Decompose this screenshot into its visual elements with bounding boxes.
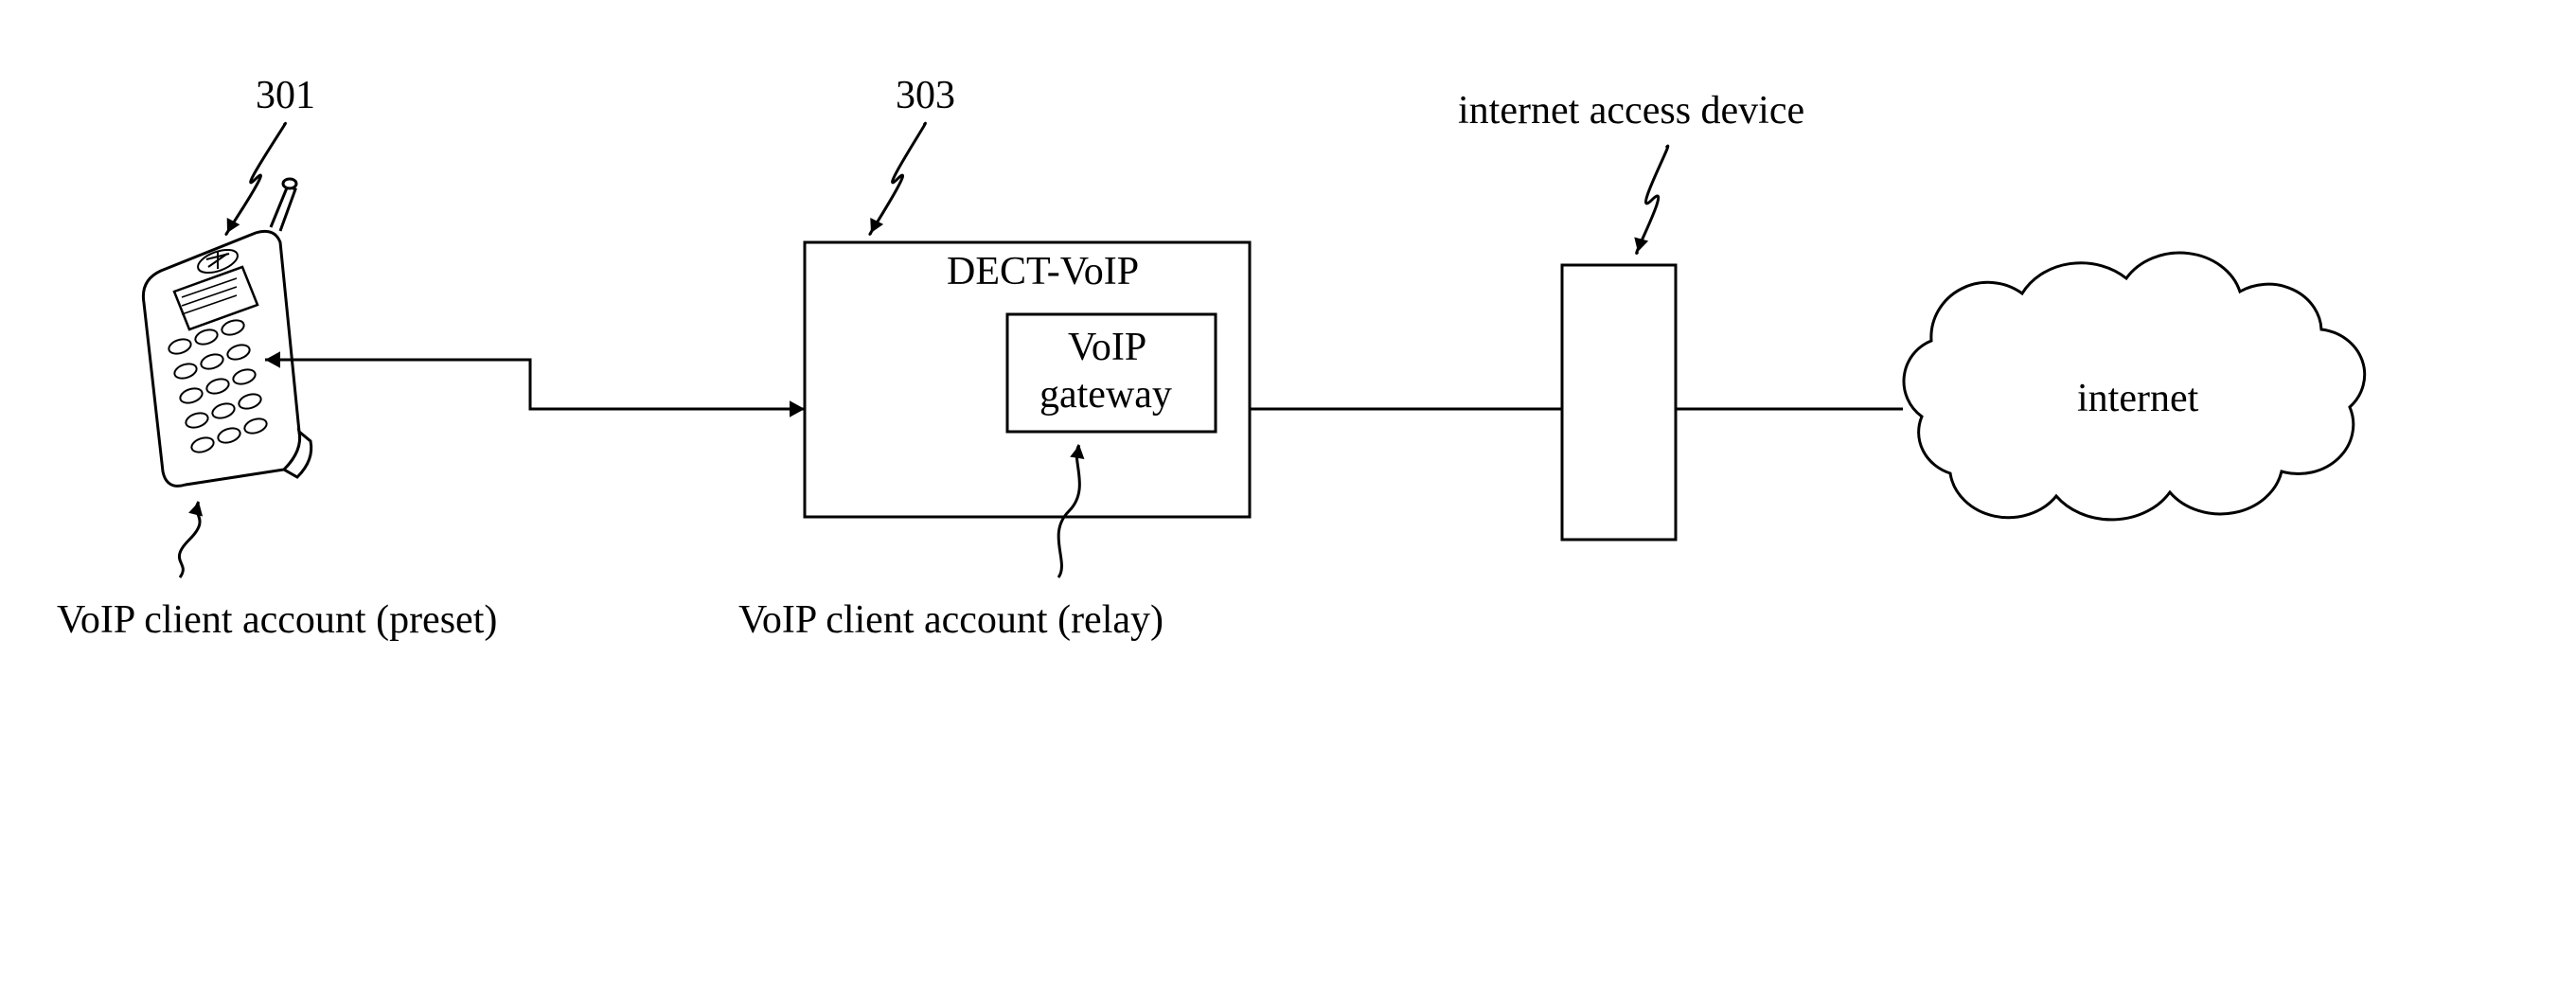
voip-gateway-label-1: VoIP	[1068, 326, 1146, 369]
voip-gateway-label-2: gateway	[1039, 373, 1172, 417]
voip-gateway-caption: VoIP client account (relay)	[738, 598, 1164, 642]
dect-ref-label: 303	[896, 74, 955, 117]
phone-ref-label: 301	[256, 74, 315, 117]
internet-label: internet	[2077, 377, 2199, 420]
dect-box-title: DECT-VoIP	[947, 250, 1139, 293]
phone-caption: VoIP client account (preset)	[57, 598, 497, 642]
access-device-label: internet access device	[1458, 89, 1804, 133]
